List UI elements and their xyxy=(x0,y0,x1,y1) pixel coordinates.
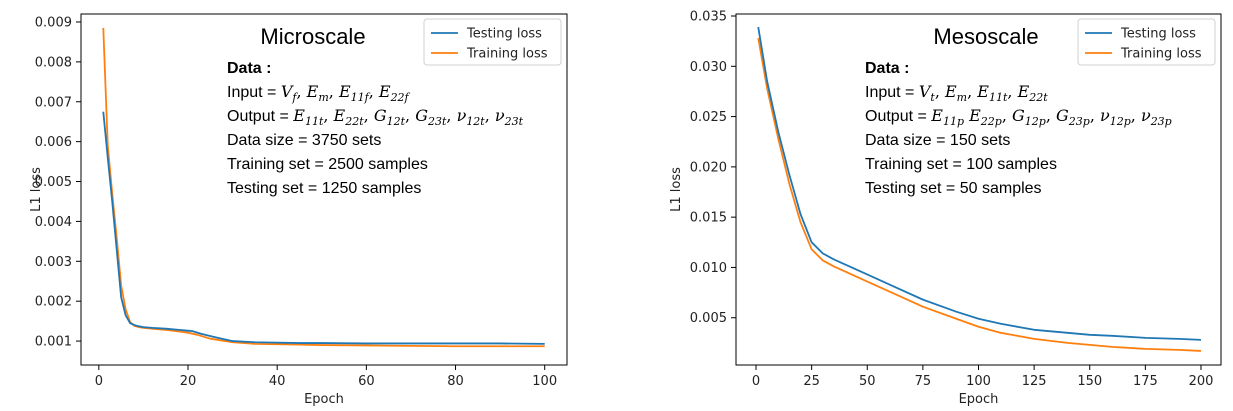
annotation-line: Testing set = 1250 samples xyxy=(227,180,421,197)
x-axis-label: Epoch xyxy=(959,392,999,407)
x-tick-label: 40 xyxy=(269,374,286,389)
x-tick-label: 25 xyxy=(803,374,820,389)
annotation-heading: Data : xyxy=(865,60,909,77)
x-tick-label: 100 xyxy=(966,374,991,389)
y-tick-label: 0.015 xyxy=(690,211,727,226)
annotation-line: Testing set = 50 samples xyxy=(865,180,1042,197)
x-tick-label: 80 xyxy=(447,374,464,389)
y-tick-label: 0.005 xyxy=(35,175,72,190)
x-tick-label: 75 xyxy=(915,374,932,389)
y-tick-label: 0.003 xyxy=(35,255,72,270)
x-tick-label: 150 xyxy=(1077,374,1102,389)
y-tick-label: 0.010 xyxy=(690,261,727,276)
y-axis-label: L1 loss xyxy=(669,167,684,212)
chart-mesoscale: 0 25 50 75 100 125 150 175 200 0.005 0.010 0.015 0.0… xyxy=(669,10,1222,407)
series-line-testing-loss xyxy=(102,111,545,345)
annotation-line: Input = Vt​, Em​, E11t​, E22t​ xyxy=(865,82,1048,104)
annotation-line: Output = E11t​, E22t​, G12t​, G23t​, ν12… xyxy=(227,106,524,128)
series-line-training-loss xyxy=(757,37,1202,352)
y-tick-label: 0.009 xyxy=(35,15,72,30)
y-tick-label: 0.030 xyxy=(690,60,727,75)
legend-label: Testing loss xyxy=(1120,27,1196,42)
chart-title: Microscale xyxy=(260,24,365,49)
x-tick-label: 0 xyxy=(752,374,760,389)
y-axis-label: L1 loss xyxy=(29,167,44,212)
legend xyxy=(1077,18,1216,66)
series-line-testing-loss xyxy=(757,26,1202,341)
y-tick-label: 0.002 xyxy=(35,295,72,310)
legend-label: Training loss xyxy=(1120,47,1202,62)
y-tick-label: 0.001 xyxy=(35,335,72,350)
annotation-line: Data size = 3750 sets xyxy=(227,132,381,149)
legend-label: Testing loss xyxy=(466,27,542,42)
series-line-training-loss xyxy=(102,27,545,348)
x-tick-label: 100 xyxy=(532,374,557,389)
x-tick-label: 50 xyxy=(859,374,876,389)
legend-label: Training loss xyxy=(466,47,548,62)
y-tick-label: 0.007 xyxy=(35,95,72,110)
plot-frame xyxy=(80,13,568,366)
y-tick-label: 0.025 xyxy=(690,110,727,125)
x-tick-label: 0 xyxy=(95,374,103,389)
x-tick-label: 200 xyxy=(1189,374,1214,389)
annotation-line: Data size = 150 sets xyxy=(865,132,1010,149)
annotation-line: Training set = 2500 samples xyxy=(227,156,428,173)
y-tick-label: 0.005 xyxy=(690,311,727,326)
y-tick-label: 0.008 xyxy=(35,55,72,70)
chart-title: Mesoscale xyxy=(933,24,1038,49)
x-tick-label: 20 xyxy=(180,374,197,389)
x-tick-label: 60 xyxy=(358,374,375,389)
chart-microscale: 0 20 40 60 80 100 0.001 0.002 0.003 0.004 0.005 0.0… xyxy=(29,13,568,407)
annotation-line: Output = E11p​ E22p​, G12p​, G23p​, ν12p… xyxy=(865,106,1172,128)
x-tick-label: 125 xyxy=(1022,374,1047,389)
annotation-line: Training set = 100 samples xyxy=(865,156,1057,173)
annotation-heading: Data : xyxy=(227,60,271,77)
y-tick-label: 0.004 xyxy=(35,215,72,230)
legend xyxy=(423,18,562,66)
y-tick-label: 0.006 xyxy=(35,135,72,150)
x-axis-label: Epoch xyxy=(304,392,344,407)
x-tick-label: 175 xyxy=(1133,374,1158,389)
y-tick-label: 0.035 xyxy=(690,10,727,25)
y-tick-label: 0.020 xyxy=(690,160,727,175)
annotation-line: Input = Vf​, Em​, E11f​, E22f​ xyxy=(227,82,411,104)
